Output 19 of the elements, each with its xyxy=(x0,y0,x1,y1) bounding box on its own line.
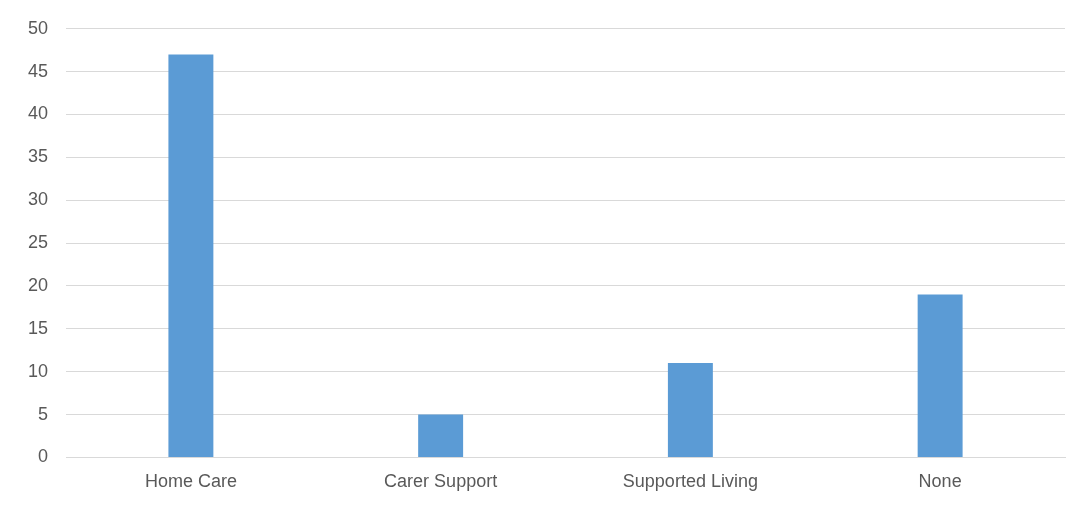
bar xyxy=(667,363,713,457)
x-tick-label: Home Care xyxy=(144,471,237,492)
y-tick-label: 25 xyxy=(27,232,49,253)
y-tick-label: 50 xyxy=(27,17,49,38)
y-tick-label: 30 xyxy=(27,189,49,210)
bar xyxy=(917,294,963,457)
x-tick-label: Carer Support xyxy=(384,471,498,492)
x-tick-label: None xyxy=(918,471,962,492)
y-tick-label: 0 xyxy=(38,446,49,467)
y-tick-label: 10 xyxy=(27,360,49,381)
x-tick-label: Supported Living xyxy=(622,471,758,492)
y-tick-label: 40 xyxy=(27,103,49,124)
y-tick-label: 20 xyxy=(27,274,49,295)
bar xyxy=(168,54,214,457)
y-tick-label: 5 xyxy=(38,403,49,424)
bar xyxy=(418,414,464,457)
y-tick-label: 45 xyxy=(27,60,49,81)
y-tick-label: 35 xyxy=(27,146,49,167)
y-tick-label: 15 xyxy=(27,317,49,338)
